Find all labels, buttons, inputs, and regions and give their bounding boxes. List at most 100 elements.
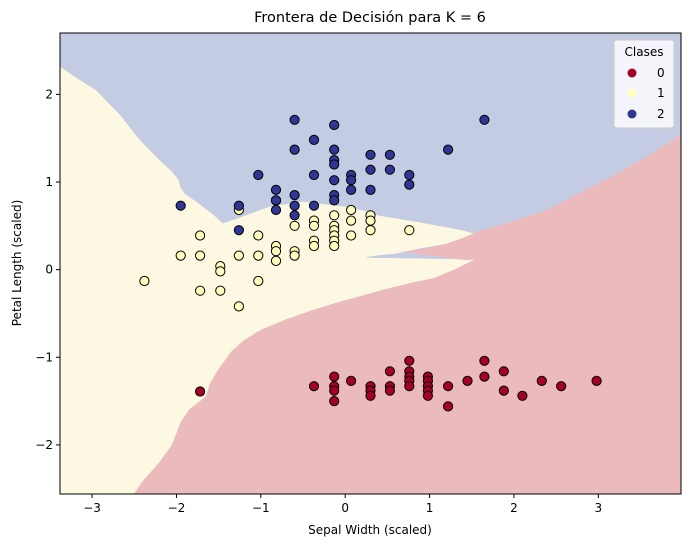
data-point-class-1: [253, 275, 264, 287]
plot-frame: [59, 32, 682, 495]
data-point-class-2: [233, 200, 244, 211]
data-point-class-0: [479, 355, 490, 366]
plot-area: [59, 32, 682, 495]
data-point-class-2: [365, 184, 376, 195]
x-tick-label: −1: [252, 501, 270, 515]
data-point-class-1: [329, 240, 340, 252]
data-point-class-0: [498, 366, 509, 377]
data-point-class-0: [517, 390, 528, 401]
data-point-class-2: [404, 179, 415, 190]
data-point-class-1: [253, 250, 264, 261]
legend-box: [613, 39, 675, 129]
data-point-class-2: [329, 144, 340, 155]
data-point-class-0: [329, 396, 340, 407]
data-point-class-2: [329, 175, 340, 186]
data-point-class-2: [308, 200, 320, 211]
data-point-class-1: [270, 255, 282, 266]
data-point-class-2: [346, 184, 357, 195]
legend-title: Clases: [625, 45, 664, 59]
data-point-class-2: [308, 169, 320, 181]
y-tick-label: 1: [45, 175, 53, 189]
data-point-class-0: [195, 386, 206, 397]
data-point-class-2: [289, 190, 300, 201]
data-point-class-2: [365, 164, 376, 175]
data-point-class-2: [289, 114, 300, 125]
y-tick-label: −1: [35, 350, 53, 364]
data-point-class-1: [308, 220, 320, 231]
x-tick-label: −3: [83, 501, 101, 515]
scatter-points: [139, 114, 602, 412]
y-axis-ticks: −2 −1 0 1 2: [35, 87, 60, 452]
data-point-class-1: [365, 215, 376, 226]
chart-title: Frontera de Decisión para K = 6: [254, 10, 486, 26]
legend-marker-class-0: [627, 68, 637, 78]
data-point-class-2: [289, 200, 300, 211]
data-point-class-1: [329, 210, 340, 221]
data-point-class-2: [384, 164, 395, 175]
legend: Clases 0 1 2: [613, 39, 675, 129]
data-point-class-0: [498, 385, 509, 396]
data-point-class-0: [404, 355, 415, 366]
data-point-class-2: [329, 159, 340, 170]
data-point-class-2: [175, 200, 186, 211]
data-point-class-1: [289, 220, 300, 231]
data-point-class-0: [591, 375, 602, 386]
data-point-class-1: [346, 230, 357, 241]
data-point-class-2: [270, 195, 282, 206]
x-axis-label: Sepal Width (scaled): [308, 523, 432, 537]
x-axis-ticks: −3 −2 −1 0 1 2 3: [83, 494, 602, 515]
region-class-0: [133, 134, 682, 495]
data-point-class-1: [139, 275, 150, 287]
data-point-class-2: [289, 144, 300, 155]
data-point-class-0: [404, 381, 415, 392]
data-point-class-0: [443, 381, 454, 392]
data-point-class-1: [270, 246, 282, 257]
data-point-class-0: [479, 371, 490, 382]
x-tick-label: −2: [168, 501, 186, 515]
data-point-class-2: [233, 225, 244, 236]
x-tick-label: 0: [341, 501, 349, 515]
data-point-class-0: [384, 366, 395, 377]
x-tick-label: 3: [594, 501, 602, 515]
legend-label-class-2: 2: [657, 107, 665, 121]
data-point-class-0: [422, 390, 433, 401]
data-point-class-0: [365, 390, 376, 401]
legend-label-class-0: 0: [657, 66, 665, 80]
legend-marker-class-1: [627, 88, 637, 98]
y-tick-label: 0: [45, 263, 53, 277]
data-point-class-0: [308, 381, 320, 392]
y-tick-label: −2: [35, 438, 53, 452]
data-point-class-1: [346, 215, 357, 226]
data-point-class-0: [556, 381, 567, 392]
y-axis-label: Petal Length (scaled): [10, 200, 24, 327]
data-point-class-2: [329, 195, 340, 206]
data-point-class-1: [233, 250, 244, 261]
data-point-class-1: [233, 301, 244, 312]
data-point-class-1: [195, 285, 206, 296]
data-point-class-2: [404, 169, 415, 181]
data-point-class-0: [346, 375, 357, 386]
legend-marker-class-2: [627, 109, 637, 119]
data-point-class-2: [289, 210, 300, 221]
data-point-class-1: [365, 225, 376, 236]
data-point-class-1: [308, 240, 320, 252]
data-point-class-2: [329, 119, 340, 131]
data-point-class-2: [479, 114, 490, 125]
data-point-class-0: [384, 385, 395, 396]
x-tick-label: 1: [426, 501, 434, 515]
y-tick-label: 2: [45, 87, 53, 101]
data-point-class-2: [308, 134, 320, 145]
data-point-class-1: [215, 285, 226, 296]
data-point-class-2: [384, 149, 395, 160]
data-point-class-2: [270, 204, 282, 216]
data-point-class-2: [346, 175, 357, 186]
data-point-class-0: [536, 375, 547, 386]
data-point-class-1: [175, 250, 186, 261]
decision-regions: [59, 32, 682, 495]
data-point-class-0: [329, 385, 340, 396]
data-point-class-1: [195, 250, 206, 261]
data-point-class-1: [289, 250, 300, 261]
data-point-class-1: [195, 230, 206, 241]
data-point-class-1: [346, 204, 357, 216]
